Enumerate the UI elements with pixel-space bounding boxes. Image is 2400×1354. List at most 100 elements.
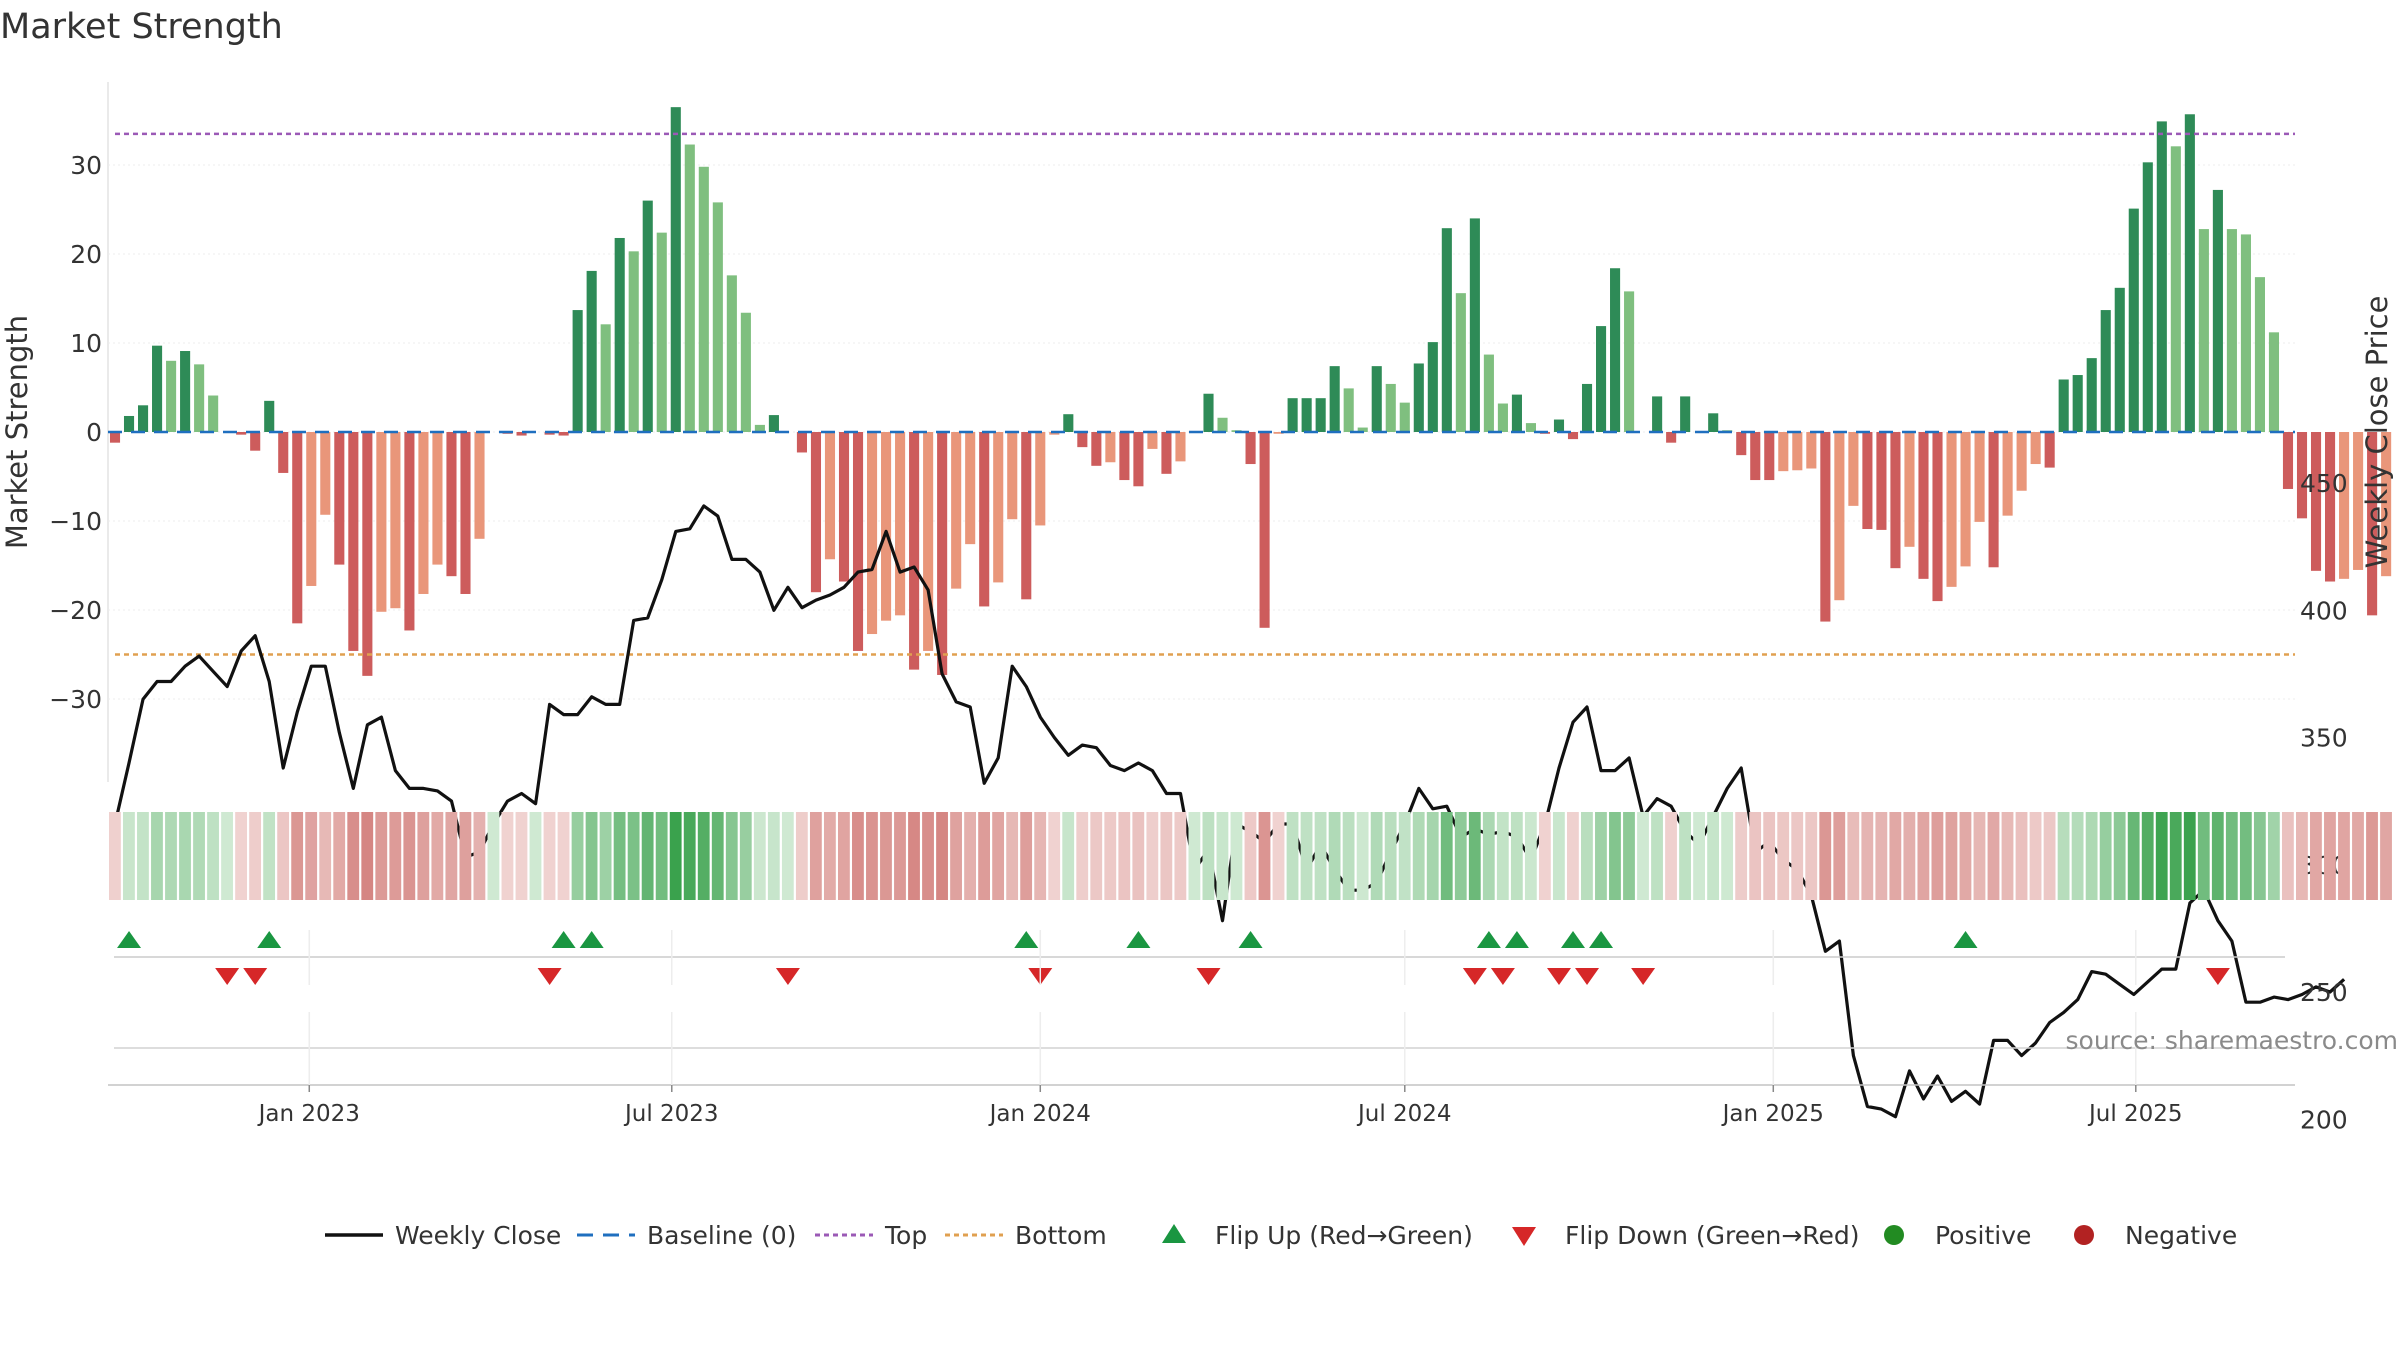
strength-bar — [1918, 432, 1929, 579]
strength-heat-cell — [655, 812, 668, 900]
strength-heat-cell — [697, 812, 710, 900]
y-tick-label: 20 — [70, 240, 102, 269]
strength-heat-cell — [1314, 812, 1327, 900]
strength-heat-cell — [557, 812, 570, 900]
strength-heat-cell — [179, 812, 191, 900]
strength-bar — [152, 345, 163, 432]
flip-up-marker — [579, 931, 604, 948]
strength-heat-cell — [2211, 812, 2224, 900]
strength-heat-cell — [1272, 812, 1285, 900]
strength-heat-cell — [1735, 812, 1748, 900]
strength-heat-cell — [838, 812, 850, 900]
flip-down-marker — [1462, 968, 1487, 985]
strength-bar — [1469, 218, 1480, 432]
strength-bar — [1511, 394, 1522, 432]
strength-heat-cell — [2267, 812, 2280, 900]
y-tick-label: −10 — [49, 507, 102, 536]
legend-label: Bottom — [1015, 1221, 1107, 1250]
strength-bar — [1119, 432, 1130, 481]
strength-bar — [2184, 114, 2195, 433]
strength-bar — [404, 432, 415, 631]
strength-heat-cell — [1917, 812, 1930, 900]
flip-up-marker — [257, 931, 282, 948]
strength-heat-cell — [2001, 812, 2014, 900]
y-tick-label: 30 — [70, 151, 102, 180]
strength-heat-cell — [2324, 812, 2336, 900]
strength-bar — [2100, 310, 2111, 432]
legend-flip-down-icon — [1512, 1227, 1536, 1246]
strength-bar — [810, 432, 822, 593]
strength-bar — [2114, 287, 2125, 432]
strength-bar — [1091, 432, 1102, 466]
strength-heat-cell — [1496, 812, 1509, 900]
y2-axis-label: Weekly Close Price — [2360, 296, 2394, 569]
strength-bar — [1049, 432, 1060, 435]
strength-bar — [2254, 277, 2265, 432]
chart-title: Market Strength — [0, 7, 283, 47]
strength-heat-cell — [641, 812, 654, 900]
strength-heat-cell — [417, 812, 430, 900]
strength-heat-cell — [950, 812, 962, 900]
strength-bar — [1736, 432, 1747, 456]
strength-heat-cell — [1188, 812, 1201, 900]
strength-heat-cell — [2127, 812, 2140, 900]
strength-bar — [1413, 363, 1424, 432]
strength-heat-cell — [1328, 812, 1341, 900]
source-note: source: sharemaestro.com — [2066, 1026, 2399, 1055]
strength-bar — [1021, 432, 1032, 600]
strength-heat-cell — [1258, 812, 1271, 900]
strength-bar — [208, 395, 219, 432]
flip-up-marker — [1238, 931, 1263, 948]
strength-heat-cell — [291, 812, 304, 900]
strength-bar — [698, 166, 709, 432]
strength-heat-cell — [852, 812, 864, 900]
strength-bar — [1834, 432, 1845, 601]
strength-bar — [1960, 432, 1971, 567]
legend-label: Weekly Close — [395, 1221, 561, 1250]
strength-bar — [1427, 342, 1438, 432]
y-tick-label: 10 — [70, 329, 102, 358]
strength-heat-cell — [389, 812, 402, 900]
strength-heat-cell — [1132, 812, 1145, 900]
strength-bar — [1455, 293, 1466, 432]
strength-bar — [670, 107, 681, 433]
y2-tick-label: 450 — [2300, 469, 2348, 498]
strength-heat-cell — [123, 812, 135, 900]
strength-heat-cell — [543, 812, 556, 900]
strength-heat-cell — [473, 812, 486, 900]
strength-bar — [937, 432, 948, 675]
strength-bar — [600, 324, 611, 432]
strength-bar — [1497, 403, 1508, 432]
strength-bar — [838, 432, 850, 582]
strength-bar — [348, 432, 359, 651]
flip-down-marker — [1490, 968, 1515, 985]
strength-bar — [292, 432, 303, 624]
legend-negative-icon — [2074, 1225, 2094, 1245]
strength-heat-cell — [1959, 812, 1972, 900]
strength-bar — [250, 432, 261, 451]
y-tick-label: −20 — [49, 596, 102, 625]
strength-heat-cell — [2043, 812, 2056, 900]
strength-heat-cell — [305, 812, 318, 900]
strength-bar — [684, 144, 695, 432]
strength-heat-cell — [1861, 812, 1874, 900]
strength-heat-cell — [1482, 812, 1495, 900]
strength-bar — [1385, 383, 1396, 432]
strength-bar — [1876, 432, 1887, 530]
strength-heat-cell — [767, 812, 780, 900]
strength-bar — [138, 405, 149, 432]
strength-heat-cell — [781, 812, 794, 900]
strength-heat-cell — [151, 812, 163, 900]
strength-heat-cell — [1552, 812, 1565, 900]
strength-heat-cell — [1426, 812, 1439, 900]
strength-bar — [586, 270, 597, 432]
strength-bar — [1806, 432, 1817, 469]
strength-bar — [1161, 432, 1172, 474]
strength-bar — [2044, 432, 2055, 468]
y-tick-label: 0 — [86, 418, 102, 447]
strength-heat-cell — [2253, 812, 2266, 900]
strength-heat-cell — [1174, 812, 1187, 900]
strength-bar — [516, 432, 527, 436]
strength-heat-cell — [2352, 812, 2364, 900]
strength-bar — [1245, 432, 1256, 465]
